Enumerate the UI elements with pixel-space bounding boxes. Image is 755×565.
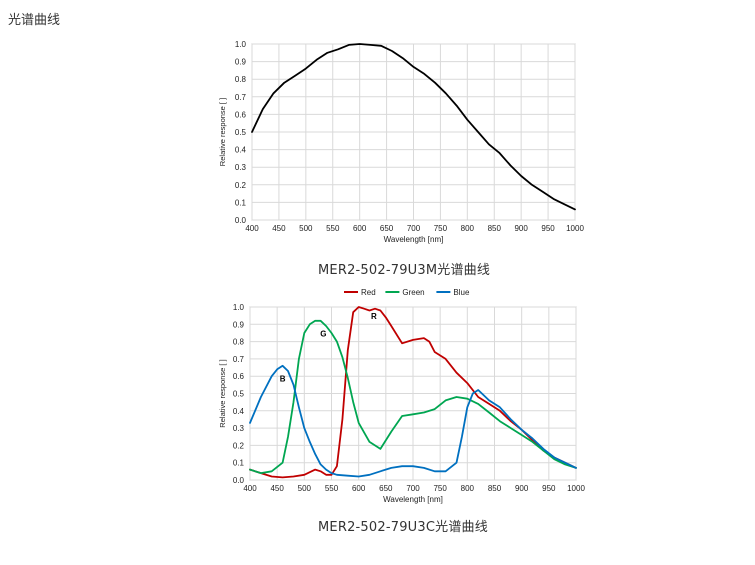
chart-2-x-tick-label-7: 750 (433, 484, 447, 493)
chart-1-series-line-0 (251, 43, 576, 211)
chart-1-y-tick-label-0: 0.0 (235, 216, 247, 225)
chart-1-x-tick-label-5: 650 (380, 224, 394, 233)
chart-1-x-tick-label-2: 500 (299, 224, 313, 233)
chart-2-x-tick-label-0: 400 (243, 484, 257, 493)
chart-1-x-tick-label-3: 550 (326, 224, 340, 233)
chart-2-series-line-green (249, 319, 577, 475)
chart-2-series-line-red (249, 306, 577, 479)
chart-2-x-tick-label-8: 800 (461, 484, 475, 493)
chart-2-legend-label-green: Green (402, 288, 424, 297)
color-chart-caption: MER2-502-79U3C光谱曲线 (318, 520, 488, 535)
chart-2-x-tick-label-9: 850 (488, 484, 502, 493)
chart-2-y-tick-label-6: 0.6 (233, 372, 245, 381)
chart-2-y-tick-label-4: 0.4 (233, 407, 245, 416)
chart-2-y-tick-label-2: 0.2 (233, 441, 245, 450)
chart-1-x-tick-label-4: 600 (353, 224, 367, 233)
chart-2-legend-label-red: Red (361, 288, 376, 297)
chart-2-y-axis-label: Relative response [ ] (218, 359, 227, 427)
chart-1-x-tick-label-12: 1000 (566, 224, 584, 233)
chart-2-x-tick-label-3: 550 (325, 484, 339, 493)
chart-1-x-tick-label-9: 850 (488, 224, 502, 233)
chart-1-y-tick-label-1: 0.1 (235, 198, 247, 207)
color-spectral-chart: 0.0 0.1 0.2 0.3 0.4 0.5 0.6 0.7 0.8 0.9 1.0 400 450 5… (216, 283, 592, 513)
chart-1-x-axis-label: Wavelength [nm] (384, 235, 444, 244)
chart-1-y-tick-label-6: 0.6 (235, 110, 247, 119)
chart-1-x-tick-label-0: 400 (245, 224, 259, 233)
chart-1-y-axis-label: Relative response [ ] (218, 98, 227, 166)
chart-2-y-tick-label-5: 0.5 (233, 390, 245, 399)
chart-2-x-tick-label-4: 600 (352, 484, 366, 493)
chart-1-x-tick-label-10: 900 (514, 224, 528, 233)
chart-2-x-tick-label-12: 1000 (567, 484, 585, 493)
chart-2-y-tick-label-1: 0.1 (233, 459, 245, 468)
chart-2-x-tick-label-10: 900 (515, 484, 529, 493)
chart-1-y-tick-label-5: 0.5 (235, 128, 247, 137)
chart-1-y-tick-label-7: 0.7 (235, 93, 247, 102)
chart-1-y-tick-label-2: 0.2 (235, 181, 247, 190)
chart-1-x-tick-label-8: 800 (461, 224, 475, 233)
mono-spectral-chart-svg: 0.0 0.1 0.2 0.3 0.4 0.5 0.6 0.7 0.8 0.9 1.0 400 450 5… (218, 40, 584, 244)
page-title: 光谱曲线 (8, 13, 61, 28)
chart-2-x-tick-label-11: 950 (542, 484, 556, 493)
chart-2-legend-label-blue: Blue (453, 288, 470, 297)
chart-2-annotation-r: R (371, 312, 377, 321)
chart-1-x-tick-label-6: 700 (407, 224, 421, 233)
chart-1-x-tick-label-7: 750 (434, 224, 448, 233)
chart-1-x-tick-label-11: 950 (541, 224, 555, 233)
chart-2-y-tick-label-10: 1.0 (233, 303, 245, 312)
chart-2-x-tick-label-2: 500 (298, 484, 312, 493)
chart-1-y-tick-label-8: 0.8 (235, 75, 247, 84)
chart-2-y-tick-label-9: 0.9 (233, 320, 245, 329)
chart-2-y-tick-label-3: 0.3 (233, 424, 245, 433)
color-spectral-chart-svg: 0.0 0.1 0.2 0.3 0.4 0.5 0.6 0.7 0.8 0.9 1.0 400 450 5… (218, 288, 585, 504)
chart-1-y-tick-label-9: 0.9 (235, 58, 247, 67)
mono-chart-caption: MER2-502-79U3M光谱曲线 (318, 263, 491, 278)
chart-2-y-tick-label-0: 0.0 (233, 476, 245, 485)
chart-1-y-tick-label-4: 0.4 (235, 146, 247, 155)
chart-2-x-tick-label-1: 450 (270, 484, 284, 493)
chart-2-series-line-blue (249, 364, 577, 478)
chart-1-x-tick-label-1: 450 (272, 224, 286, 233)
chart-2-x-axis-label: Wavelength [nm] (383, 495, 443, 504)
chart-2-x-tick-label-5: 650 (379, 484, 393, 493)
chart-1-y-tick-label-10: 1.0 (235, 40, 247, 49)
chart-2-y-tick-label-7: 0.7 (233, 355, 245, 364)
mono-spectral-chart: 0.0 0.1 0.2 0.3 0.4 0.5 0.6 0.7 0.8 0.9 1.0 400 450 5… (216, 36, 592, 252)
chart-2-x-tick-label-6: 700 (406, 484, 420, 493)
chart-1-y-tick-label-3: 0.3 (235, 163, 247, 172)
chart-2-annotation-b: B (280, 374, 286, 383)
chart-2-y-tick-label-8: 0.8 (233, 338, 245, 347)
chart-2-annotation-g: G (320, 329, 326, 338)
